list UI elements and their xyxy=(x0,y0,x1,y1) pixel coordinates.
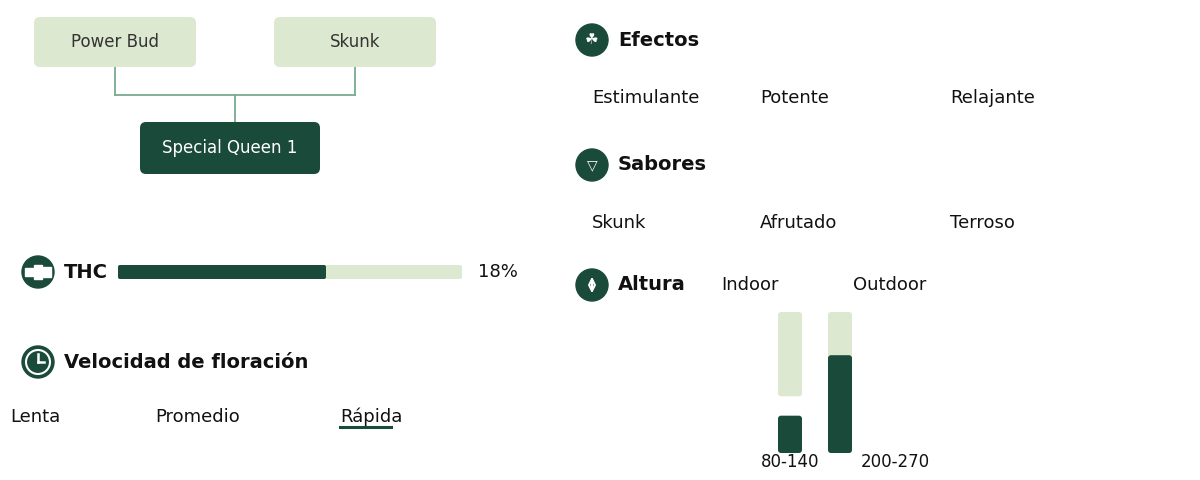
FancyBboxPatch shape xyxy=(274,17,436,67)
FancyBboxPatch shape xyxy=(34,17,196,67)
Text: Skunk: Skunk xyxy=(592,214,647,232)
Text: Indoor: Indoor xyxy=(721,276,779,294)
Text: 80-140: 80-140 xyxy=(761,453,820,471)
Text: Efectos: Efectos xyxy=(618,31,700,49)
Circle shape xyxy=(576,269,608,301)
Bar xyxy=(43,267,50,277)
Bar xyxy=(25,268,34,276)
FancyBboxPatch shape xyxy=(778,312,802,396)
Text: Relajante: Relajante xyxy=(950,89,1034,107)
Text: Velocidad de floración: Velocidad de floración xyxy=(64,352,308,372)
Text: Special Queen 1: Special Queen 1 xyxy=(162,139,298,157)
Circle shape xyxy=(22,256,54,288)
Text: Potente: Potente xyxy=(760,89,829,107)
FancyBboxPatch shape xyxy=(828,312,852,453)
Text: ▽: ▽ xyxy=(587,158,598,172)
Text: THC: THC xyxy=(64,263,108,281)
FancyBboxPatch shape xyxy=(118,265,462,279)
Text: Estimulante: Estimulante xyxy=(592,89,700,107)
Text: Altura: Altura xyxy=(618,276,685,295)
Text: Lenta: Lenta xyxy=(10,408,60,426)
Text: 200-270: 200-270 xyxy=(860,453,930,471)
FancyBboxPatch shape xyxy=(140,122,320,174)
Text: Afrutado: Afrutado xyxy=(760,214,838,232)
Circle shape xyxy=(22,346,54,378)
FancyBboxPatch shape xyxy=(118,265,326,279)
Text: Skunk: Skunk xyxy=(330,33,380,51)
Text: ☘: ☘ xyxy=(586,33,599,48)
Text: Outdoor: Outdoor xyxy=(853,276,926,294)
Bar xyxy=(34,265,42,279)
Text: Sabores: Sabores xyxy=(618,156,707,175)
Text: 18%: 18% xyxy=(478,263,518,281)
Circle shape xyxy=(576,24,608,56)
Circle shape xyxy=(576,149,608,181)
Text: Power Bud: Power Bud xyxy=(71,33,158,51)
FancyBboxPatch shape xyxy=(828,355,852,453)
Text: Rápida: Rápida xyxy=(340,408,402,426)
Text: Terroso: Terroso xyxy=(950,214,1015,232)
FancyBboxPatch shape xyxy=(778,416,802,453)
Text: Promedio: Promedio xyxy=(155,408,240,426)
